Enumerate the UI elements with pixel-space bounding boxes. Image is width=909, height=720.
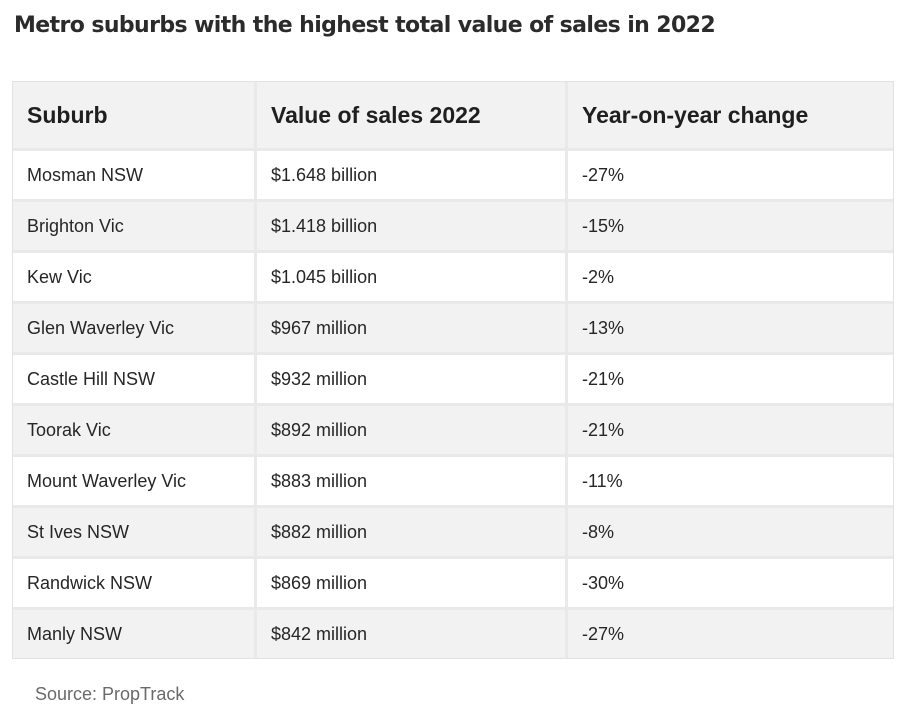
table-row: Manly NSW $842 million -27% xyxy=(13,610,893,658)
suburb-cell: Glen Waverley Vic xyxy=(13,304,254,352)
change-cell: -27% xyxy=(568,610,893,658)
suburb-cell: Mount Waverley Vic xyxy=(13,457,254,505)
value-cell: $892 million xyxy=(257,406,565,454)
change-cell: -15% xyxy=(568,202,893,250)
table-row: Randwick NSW $869 million -30% xyxy=(13,559,893,607)
table-row: Toorak Vic $892 million -21% xyxy=(13,406,893,454)
column-header-value: Value of sales 2022 xyxy=(257,82,565,148)
table-row: Kew Vic $1.045 billion -2% xyxy=(13,253,893,301)
source-note: Source: PropTrack xyxy=(35,684,185,704)
change-cell: -11% xyxy=(568,457,893,505)
table-row: Mosman NSW $1.648 billion -27% xyxy=(13,151,893,199)
column-header-suburb: Suburb xyxy=(13,82,254,148)
suburb-cell: Toorak Vic xyxy=(13,406,254,454)
value-cell: $1.045 billion xyxy=(257,253,565,301)
value-cell: $869 million xyxy=(257,559,565,607)
table-row: St Ives NSW $882 million -8% xyxy=(13,508,893,556)
value-cell: $932 million xyxy=(257,355,565,403)
value-cell: $1.648 billion xyxy=(257,151,565,199)
change-cell: -21% xyxy=(568,406,893,454)
suburb-cell: Randwick NSW xyxy=(13,559,254,607)
suburb-cell: Mosman NSW xyxy=(13,151,254,199)
suburb-cell: Manly NSW xyxy=(13,610,254,658)
value-cell: $1.418 billion xyxy=(257,202,565,250)
value-cell: $842 million xyxy=(257,610,565,658)
change-cell: -27% xyxy=(568,151,893,199)
table-title: Metro suburbs with the highest total val… xyxy=(14,13,716,38)
change-cell: -30% xyxy=(568,559,893,607)
suburb-cell: Castle Hill NSW xyxy=(13,355,254,403)
suburb-cell: Brighton Vic xyxy=(13,202,254,250)
column-header-change: Year-on-year change xyxy=(568,82,893,148)
change-cell: -8% xyxy=(568,508,893,556)
table-row: Glen Waverley Vic $967 million -13% xyxy=(13,304,893,352)
change-cell: -21% xyxy=(568,355,893,403)
value-cell: $967 million xyxy=(257,304,565,352)
value-cell: $882 million xyxy=(257,508,565,556)
value-cell: $883 million xyxy=(257,457,565,505)
table-row: Mount Waverley Vic $883 million -11% xyxy=(13,457,893,505)
sales-table: Suburb Value of sales 2022 Year-on-year … xyxy=(12,81,894,659)
change-cell: -2% xyxy=(568,253,893,301)
table-row: Brighton Vic $1.418 billion -15% xyxy=(13,202,893,250)
table-header-row: Suburb Value of sales 2022 Year-on-year … xyxy=(13,82,893,148)
change-cell: -13% xyxy=(568,304,893,352)
table-row: Castle Hill NSW $932 million -21% xyxy=(13,355,893,403)
suburb-cell: Kew Vic xyxy=(13,253,254,301)
suburb-cell: St Ives NSW xyxy=(13,508,254,556)
